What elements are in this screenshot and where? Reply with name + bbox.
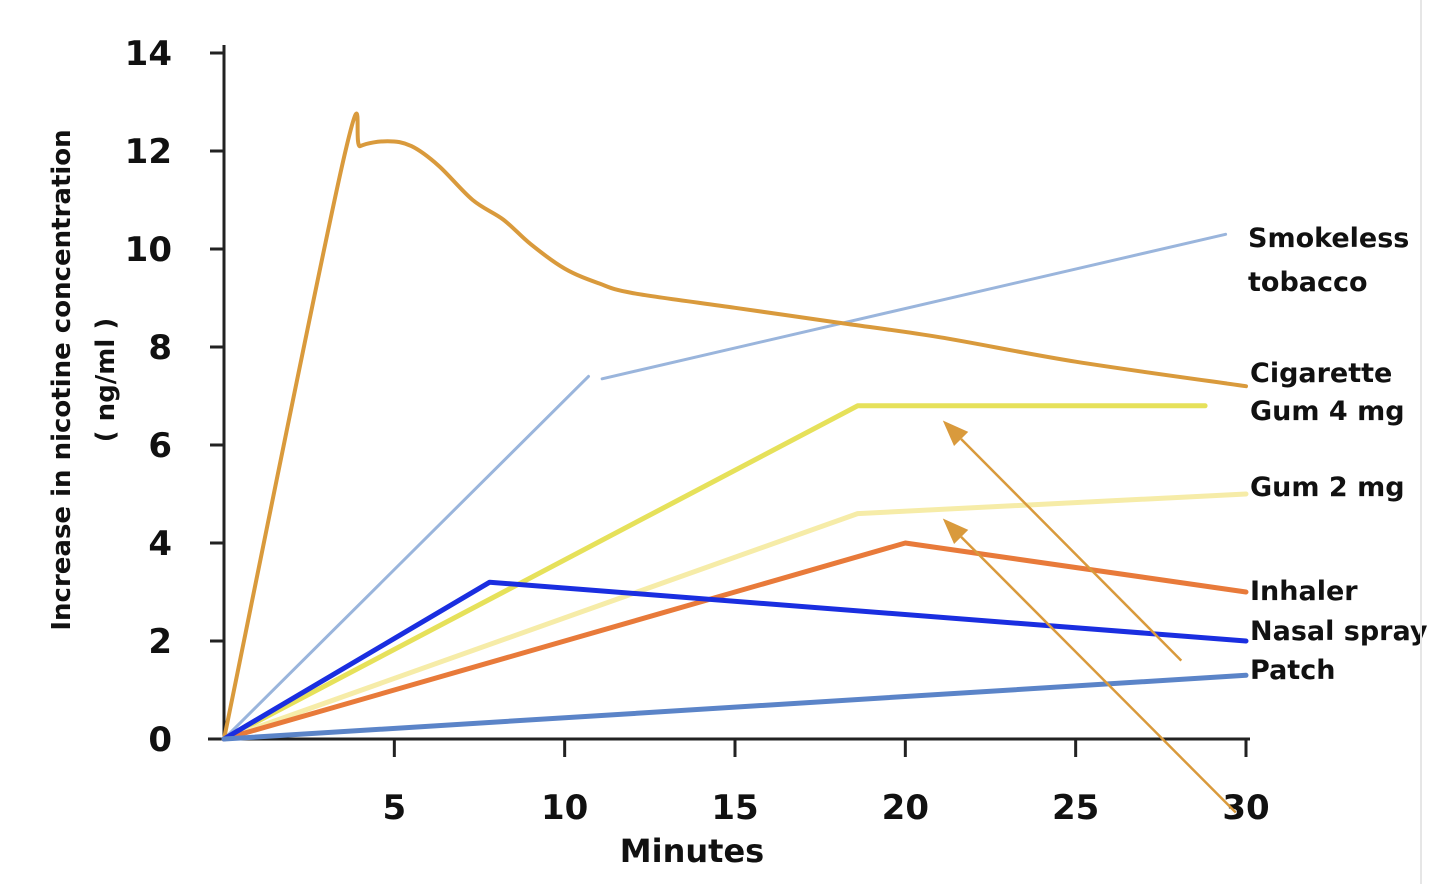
x-tick-label: 20 — [882, 788, 929, 828]
series-line-smokeless-tobacco-segment-1 — [222, 374, 590, 741]
series-layer — [221, 111, 1249, 742]
legend-label-cigarette: Cigarette — [1250, 358, 1392, 389]
x-axis-title: Minutes — [620, 832, 764, 870]
y-tick-label: 12 — [125, 132, 172, 172]
annotation-layer — [942, 420, 1237, 814]
y-tick-label: 2 — [148, 622, 172, 662]
legend-label-gum-4mg: Gum 4 mg — [1250, 396, 1405, 427]
legend-label-inhaler: Inhaler — [1250, 576, 1358, 607]
series-line-smokeless-tobacco-segment-2 — [600, 232, 1228, 381]
y-tick-label: 10 — [125, 230, 172, 270]
x-tick-label: 10 — [541, 788, 588, 828]
series-line-gum-2-mg — [221, 491, 1249, 742]
axes — [208, 45, 1250, 741]
x-tick-label: 5 — [382, 788, 406, 828]
legend-label-smokeless-line2: tobacco — [1248, 267, 1368, 298]
arrow-shaft — [960, 536, 1237, 814]
arrow-head — [942, 420, 969, 446]
y-tick-label: 8 — [148, 328, 172, 368]
series-line-inhaler — [221, 540, 1249, 742]
legend-label-gum-2mg: Gum 2 mg — [1250, 472, 1405, 503]
y-tick-label: 6 — [148, 426, 172, 466]
y-axis-title: Increase in nicotine concentration — [47, 129, 77, 630]
x-tick-label: 30 — [1222, 788, 1269, 828]
legend-label-smokeless-line1: Smokeless — [1248, 223, 1409, 254]
y-tick-label: 0 — [148, 720, 172, 760]
series-line-cigarette — [222, 111, 1248, 741]
series-line-nasal-spray — [221, 579, 1249, 742]
y-ticks: 0 2 4 6 8 10 12 14 — [125, 34, 224, 760]
annotation-arrow-1 — [942, 420, 1183, 662]
y-tick-label: 14 — [125, 34, 172, 74]
legend: Smokeless tobacco Cigarette Gum 4 mg Gum… — [1248, 223, 1428, 686]
legend-label-nasal-spray: Nasal spray — [1250, 616, 1428, 647]
arrow-shaft — [960, 438, 1183, 662]
y-tick-label: 4 — [148, 524, 172, 564]
series-line-gum-4-mg — [221, 403, 1208, 742]
annotation-arrow-2 — [942, 518, 1237, 814]
series-line-patch — [221, 672, 1249, 742]
x-tick-label: 15 — [711, 788, 758, 828]
x-tick-label: 25 — [1052, 788, 1099, 828]
y-axis-title-unit: ( ng/ml ) — [91, 318, 121, 443]
right-border-rule — [1420, 0, 1422, 884]
arrow-head — [942, 518, 969, 544]
legend-label-patch: Patch — [1250, 655, 1335, 686]
x-ticks: 5 10 15 20 25 30 — [382, 739, 1270, 828]
